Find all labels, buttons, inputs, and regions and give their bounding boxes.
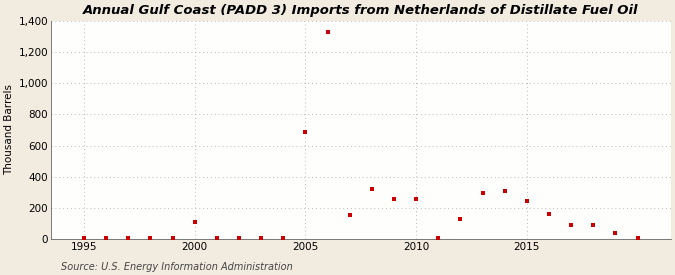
- Point: [389, 197, 400, 201]
- Point: [189, 219, 200, 224]
- Point: [167, 236, 178, 241]
- Y-axis label: Thousand Barrels: Thousand Barrels: [4, 84, 14, 175]
- Point: [411, 197, 422, 201]
- Point: [433, 236, 443, 241]
- Point: [566, 222, 576, 227]
- Text: Source: U.S. Energy Information Administration: Source: U.S. Energy Information Administ…: [61, 262, 292, 272]
- Point: [543, 212, 554, 216]
- Point: [300, 129, 310, 134]
- Point: [145, 236, 156, 241]
- Point: [322, 30, 333, 34]
- Point: [101, 236, 111, 240]
- Point: [234, 235, 244, 240]
- Point: [500, 189, 510, 194]
- Point: [78, 236, 89, 241]
- Point: [278, 236, 289, 241]
- Point: [367, 187, 377, 191]
- Point: [632, 236, 643, 241]
- Point: [256, 236, 267, 241]
- Title: Annual Gulf Coast (PADD 3) Imports from Netherlands of Distillate Fuel Oil: Annual Gulf Coast (PADD 3) Imports from …: [83, 4, 639, 17]
- Point: [344, 213, 355, 217]
- Point: [477, 191, 488, 195]
- Point: [588, 222, 599, 227]
- Point: [610, 231, 621, 236]
- Point: [455, 216, 466, 221]
- Point: [522, 199, 533, 203]
- Point: [123, 235, 134, 240]
- Point: [211, 236, 222, 240]
